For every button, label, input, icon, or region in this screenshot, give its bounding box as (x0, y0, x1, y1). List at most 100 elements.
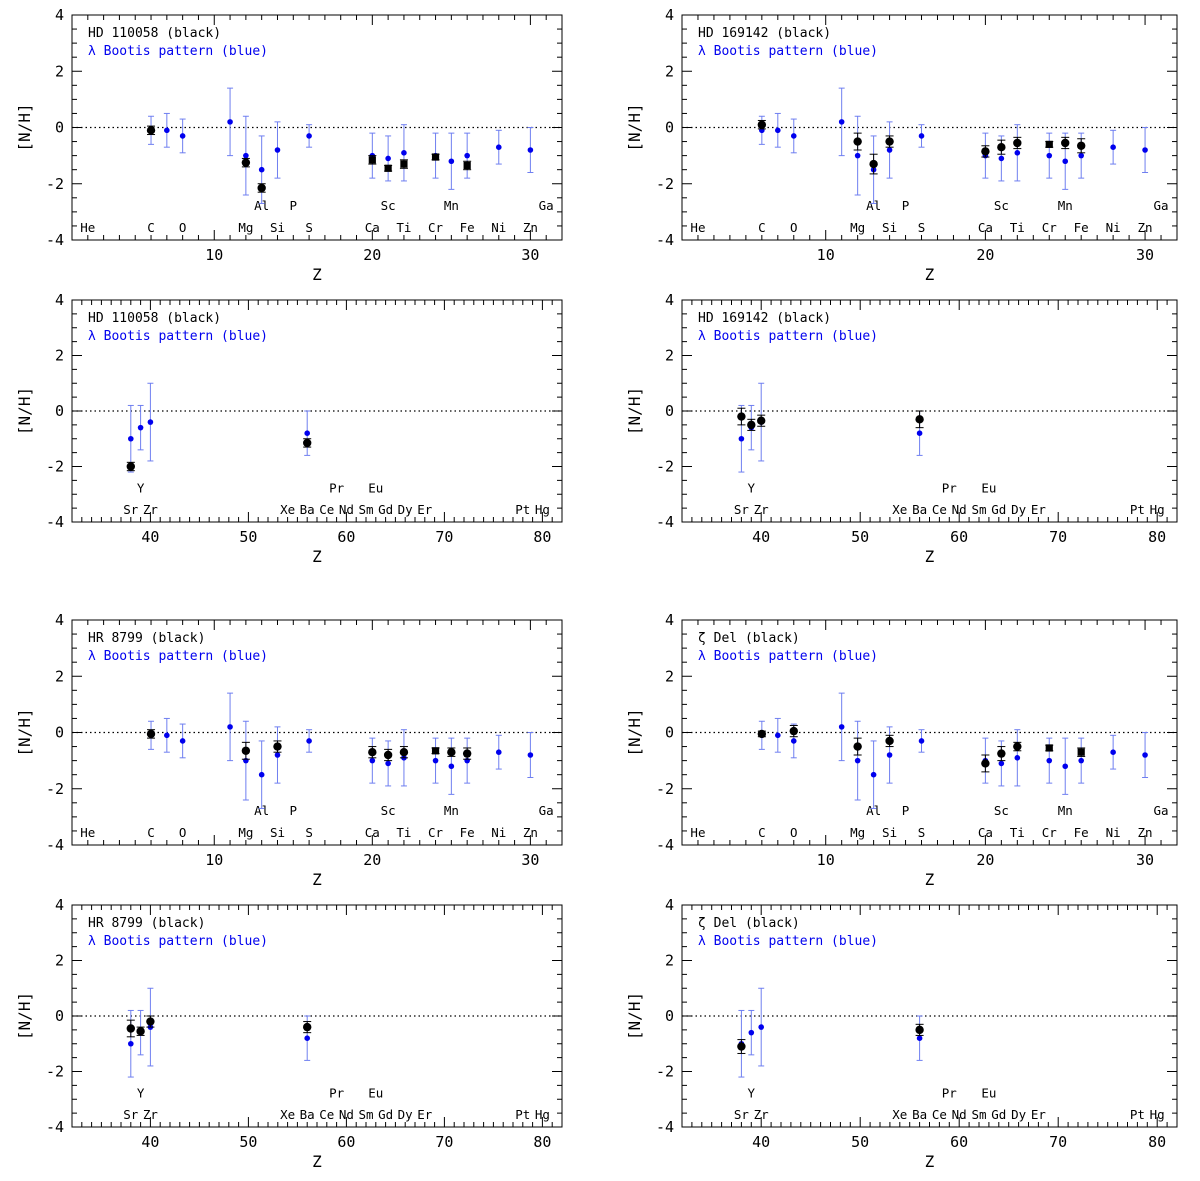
element-label-Pr: Pr (329, 1085, 345, 1100)
element-label-Eu: Eu (981, 1085, 996, 1100)
star-point (981, 147, 990, 156)
y-tick-label: -2 (46, 458, 64, 476)
element-label-Ca: Ca (978, 825, 993, 840)
x-axis-label: Z (312, 870, 322, 889)
element-label-Fe: Fe (1074, 220, 1089, 235)
star-point (915, 415, 924, 424)
y-tick-label: -4 (46, 836, 64, 854)
y-axis-label: [N/H] (625, 708, 644, 756)
star-point (1013, 138, 1022, 148)
star-point (136, 1027, 145, 1036)
element-label-Er: Er (1031, 1107, 1047, 1122)
lambda-boo-point (128, 1040, 134, 1047)
element-label-O: O (790, 825, 798, 840)
element-label-Fe: Fe (460, 220, 475, 235)
element-label-Gd: Gd (991, 502, 1006, 517)
element-label-He: He (690, 220, 705, 235)
star-point (757, 120, 767, 129)
legend-star-name: ζ Del (black) (698, 631, 800, 646)
y-tick-label: -4 (656, 231, 674, 249)
element-label-Eu: Eu (368, 480, 383, 495)
element-label-S: S (305, 825, 313, 840)
lambda-boo-point (998, 760, 1005, 767)
star-point (462, 749, 472, 758)
element-label-Ca: Ca (978, 220, 993, 235)
element-label-Hg: Hg (535, 1107, 550, 1122)
element-label-Ca: Ca (365, 220, 380, 235)
element-label-Ni: Ni (1106, 220, 1121, 235)
y-tick-label: 2 (665, 667, 674, 685)
element-label-Gd: Gd (991, 1107, 1006, 1122)
lambda-boo-point (128, 435, 134, 442)
element-label-Ba: Ba (912, 1107, 927, 1122)
lambda-boo-point (227, 724, 233, 730)
lambda-boo-point (886, 752, 893, 758)
x-axis-label: Z (925, 870, 935, 889)
lambda-boo-point (227, 119, 233, 125)
star-point (146, 126, 156, 135)
y-tick-label: -2 (656, 1063, 674, 1081)
star-point (757, 729, 767, 739)
star-point (431, 747, 440, 755)
x-tick-label: 60 (950, 1133, 968, 1151)
y-tick-label: -4 (46, 231, 64, 249)
lambda-boo-point (527, 147, 534, 153)
y-axis-label: [N/H] (15, 103, 34, 151)
element-label-Si: Si (270, 825, 285, 840)
x-tick-label: 20 (363, 851, 381, 869)
lambda-boo-point (179, 738, 186, 744)
element-label-O: O (790, 220, 798, 235)
lambda-boo-point (790, 133, 797, 139)
x-tick-label: 10 (817, 851, 835, 869)
lambda-boo-point (274, 147, 281, 153)
lambda-boo-point (147, 419, 154, 425)
element-label-Sr: Sr (734, 1107, 750, 1122)
star-point (384, 164, 392, 172)
y-tick-label: 2 (665, 62, 674, 80)
star-point (400, 160, 408, 168)
lambda-boo-point (775, 127, 781, 134)
x-tick-label: 50 (851, 1133, 869, 1151)
lambda-boo-point (258, 166, 265, 173)
x-tick-label: 20 (363, 246, 381, 264)
star-point (241, 158, 251, 167)
lambda-boo-point (1014, 755, 1021, 761)
element-label-P: P (290, 803, 298, 818)
y-axis-label: [N/H] (625, 103, 644, 151)
element-label-Pt: Pt (1130, 502, 1145, 517)
legend-star-name: HD 169142 (black) (698, 311, 831, 326)
element-label-Zr: Zr (754, 1107, 770, 1122)
y-tick-label: 0 (55, 119, 64, 137)
x-tick-label: 30 (1136, 851, 1154, 869)
lambda-boo-point (369, 757, 376, 764)
chart-panel-4: 4 2 0 -2 -4 40 50 60 70 80 Z [N/H] HD 169142 (black)… (625, 291, 1178, 566)
x-tick-label: 40 (141, 528, 159, 546)
element-label-Sc: Sc (381, 198, 396, 213)
element-label-Ba: Ba (300, 502, 315, 517)
element-label-Si: Si (270, 220, 285, 235)
lambda-boo-point (854, 152, 861, 159)
lambda-boo-point (304, 1035, 311, 1041)
element-label-Ce: Ce (932, 502, 947, 517)
element-label-Eu: Eu (981, 480, 996, 495)
element-label-Sr: Sr (734, 502, 750, 517)
y-tick-label: 2 (55, 347, 64, 365)
x-axis-label: Z (312, 265, 322, 284)
element-label-Zn: Zn (523, 220, 538, 235)
lambda-boo-point (1110, 749, 1116, 755)
star-point (273, 742, 282, 751)
star-point (399, 747, 409, 757)
x-axis-label: Z (925, 265, 935, 284)
star-point (1045, 744, 1053, 752)
element-label-C: C (147, 220, 155, 235)
lambda-boo-point (527, 752, 534, 758)
element-label-Mn: Mn (1058, 198, 1073, 213)
y-tick-label: 0 (665, 402, 674, 420)
y-tick-label: 4 (665, 896, 674, 914)
y-tick-label: 4 (665, 6, 674, 24)
element-label-Zn: Zn (1138, 825, 1153, 840)
y-tick-label: 2 (665, 347, 674, 365)
lambda-boo-point (1078, 757, 1084, 764)
element-label-Xe: Xe (280, 1107, 295, 1122)
